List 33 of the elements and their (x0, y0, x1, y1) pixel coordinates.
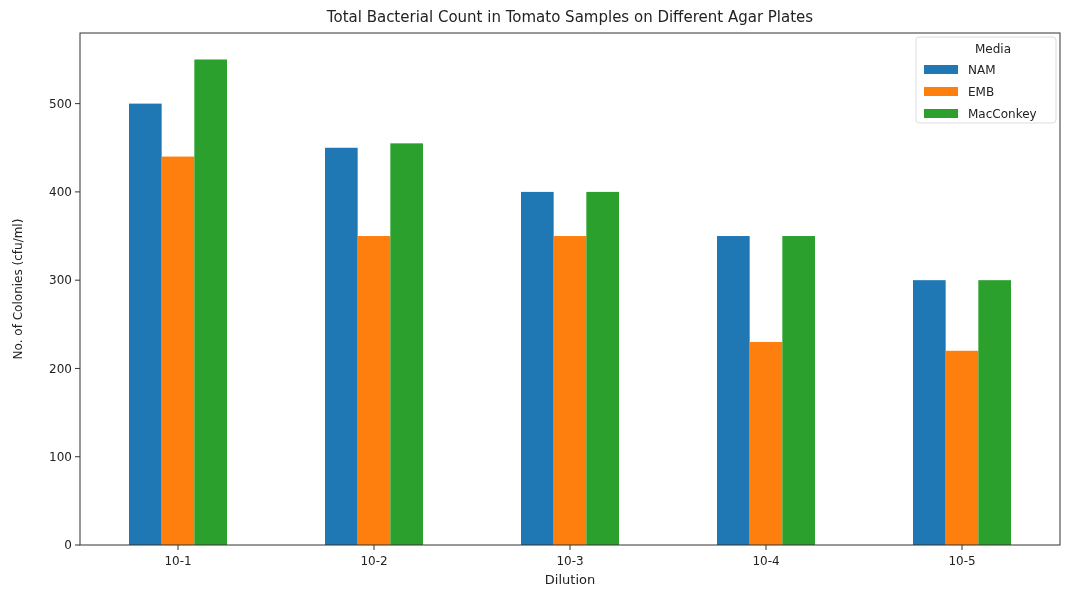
y-tick-label: 100 (49, 449, 72, 464)
y-tick-label: 400 (49, 185, 72, 200)
y-tick-label: 200 (49, 361, 72, 376)
x-tick-label: 10-3 (556, 554, 584, 568)
bar (129, 103, 162, 545)
bar (357, 236, 391, 545)
x-axis-title: Dilution (544, 572, 596, 587)
bar (749, 341, 783, 545)
y-tick-label: 500 (49, 96, 72, 111)
bar (586, 191, 619, 545)
bar (194, 59, 227, 545)
bar (553, 236, 587, 545)
y-tick-label: 300 (49, 273, 72, 288)
legend-title: Media (974, 42, 1012, 56)
chart-title: Total Bacterial Count in Tomato Samples on Different Agar Plates (325, 8, 814, 26)
bar (325, 147, 358, 545)
y-tick-label: 0 (64, 538, 72, 553)
bar (978, 280, 1011, 545)
x-tick-label: 10-5 (948, 554, 976, 568)
x-tick-label: 10-4 (752, 554, 780, 568)
bar (782, 236, 815, 545)
bar (945, 350, 979, 545)
legend-label: NAM (968, 63, 996, 78)
bar (390, 143, 423, 545)
bar (717, 236, 750, 545)
bar (521, 191, 554, 545)
legend-label: MacConkey (968, 107, 1037, 122)
y-axis-title: No. of Colonies (cfu/ml) (11, 218, 25, 360)
bar (913, 280, 946, 545)
x-tick-label: 10-1 (164, 554, 192, 568)
legend-label: EMB (968, 85, 995, 100)
x-tick-label: 10-2 (360, 554, 388, 568)
bar (161, 156, 195, 545)
